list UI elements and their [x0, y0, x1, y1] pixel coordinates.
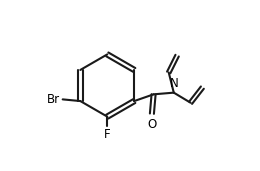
Text: N: N	[170, 77, 178, 90]
Text: Br: Br	[47, 93, 60, 106]
Text: F: F	[104, 128, 110, 141]
Text: O: O	[147, 118, 157, 131]
